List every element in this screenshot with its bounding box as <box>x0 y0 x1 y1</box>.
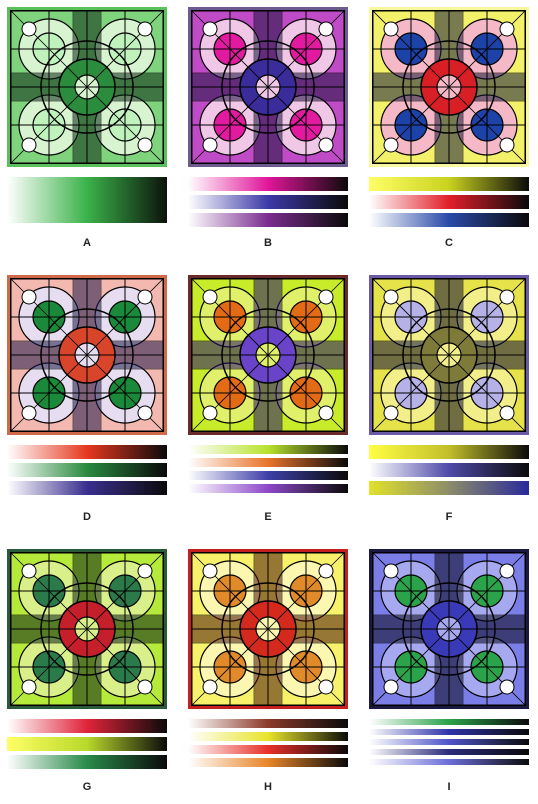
panel-label: C <box>445 237 453 249</box>
gradient-bar <box>369 177 529 191</box>
gradient-bar <box>188 745 348 754</box>
panel-label: H <box>264 781 272 793</box>
gradient-bar <box>369 759 529 765</box>
gradient-bar <box>7 177 167 223</box>
panel-i <box>369 549 529 765</box>
stained-glass-tile <box>369 549 529 709</box>
gradient-bar <box>369 749 529 755</box>
panel-g <box>7 549 167 769</box>
panel-e <box>188 275 348 493</box>
gradient-bar <box>369 481 529 495</box>
stained-glass-tile <box>7 7 167 167</box>
gradient-bar <box>369 729 529 735</box>
gradient-bar <box>369 445 529 459</box>
panel-label: G <box>82 781 92 793</box>
gradient-bar <box>369 195 529 209</box>
panel-label: A <box>83 237 91 249</box>
panel-label: E <box>264 511 272 523</box>
panel-a <box>7 7 167 223</box>
gradient-bar <box>188 458 348 467</box>
gradient-bar <box>188 195 348 209</box>
stained-glass-tile <box>369 275 529 435</box>
stained-glass-tile <box>188 549 348 709</box>
panel-label: I <box>447 781 451 793</box>
gradient-bar <box>7 445 167 459</box>
panel-b <box>188 7 348 227</box>
gradient-bar <box>188 732 348 741</box>
gradient-bar <box>369 719 529 725</box>
gradient-bar <box>188 471 348 480</box>
stained-glass-tile <box>7 275 167 435</box>
stained-glass-tile <box>369 7 529 167</box>
gradient-bar <box>188 445 348 454</box>
gradient-bar <box>369 213 529 227</box>
stained-glass-tile <box>7 549 167 709</box>
panel-f <box>369 275 529 495</box>
panel-label: D <box>83 511 91 523</box>
gradient-bar <box>188 213 348 227</box>
gradient-bar <box>369 463 529 477</box>
gradient-bar <box>188 177 348 191</box>
gradient-bar <box>7 463 167 477</box>
panel-d <box>7 275 167 495</box>
gradient-bar <box>369 739 529 745</box>
gradient-bar <box>188 758 348 767</box>
gradient-bar <box>188 719 348 728</box>
stained-glass-tile <box>188 7 348 167</box>
gradient-bar <box>7 719 167 733</box>
gradient-bar <box>7 481 167 495</box>
gradient-bar <box>7 737 167 751</box>
panel-label: B <box>264 237 272 249</box>
panel-c <box>369 7 529 227</box>
panel-label: F <box>445 511 453 523</box>
stained-glass-tile <box>188 275 348 435</box>
gradient-bar <box>7 755 167 769</box>
panel-h <box>188 549 348 767</box>
gradient-bar <box>188 484 348 493</box>
